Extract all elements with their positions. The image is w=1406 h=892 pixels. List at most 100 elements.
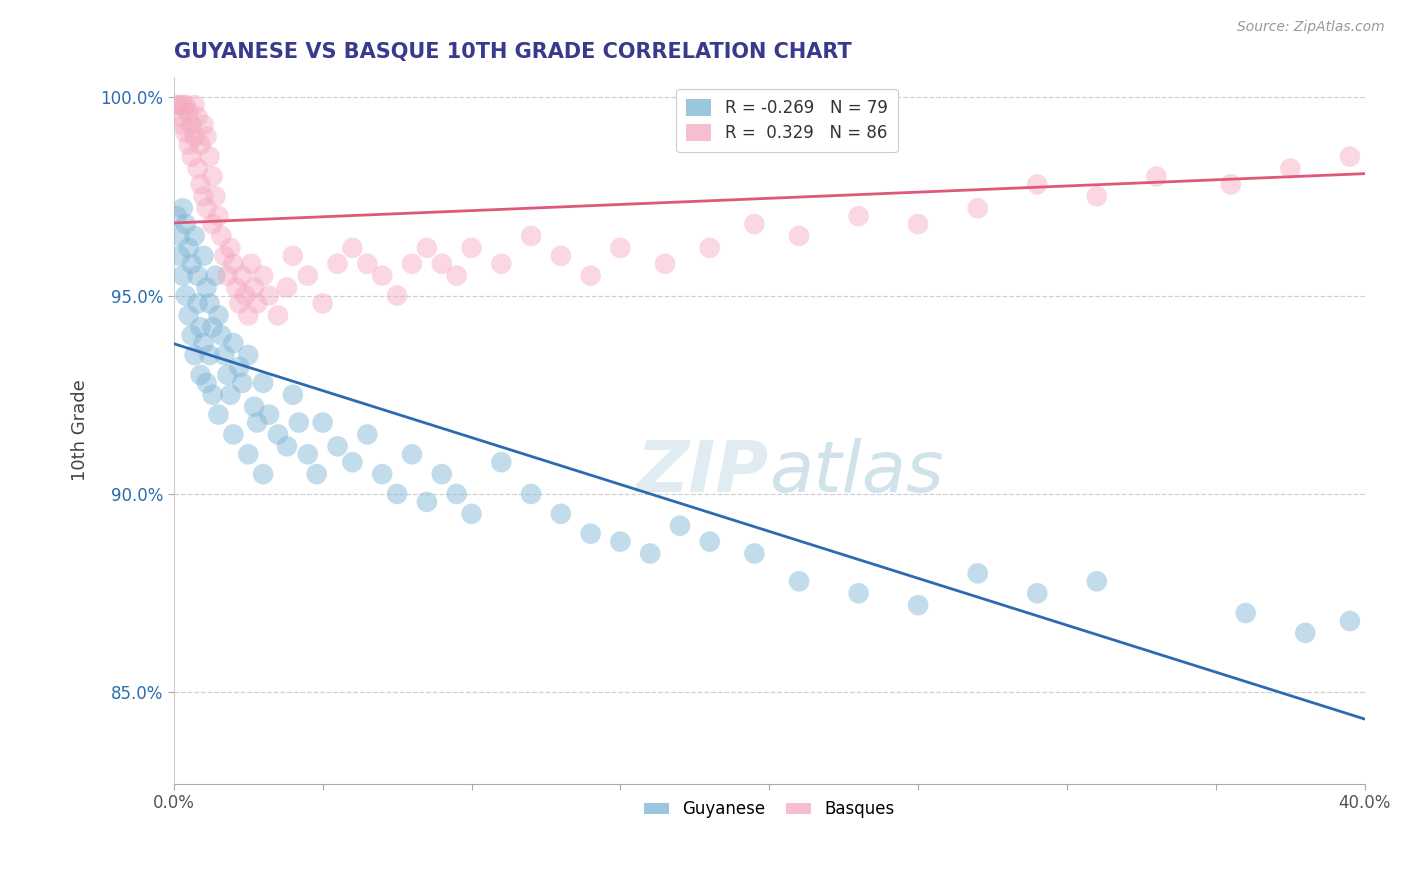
Point xyxy=(183,98,205,112)
Point xyxy=(371,268,394,283)
Point xyxy=(187,268,209,283)
Point xyxy=(699,534,721,549)
Point xyxy=(744,547,766,561)
Text: ZIP: ZIP xyxy=(637,438,769,508)
Point xyxy=(217,368,239,382)
Point xyxy=(1085,189,1108,203)
Point xyxy=(966,201,988,215)
Point xyxy=(311,296,333,310)
Point xyxy=(276,280,298,294)
Point xyxy=(201,320,224,334)
Point xyxy=(187,161,209,176)
Point xyxy=(1339,614,1361,628)
Point xyxy=(907,217,929,231)
Point xyxy=(257,408,280,422)
Point xyxy=(356,257,378,271)
Point xyxy=(288,416,311,430)
Point xyxy=(201,217,224,231)
Point xyxy=(243,280,266,294)
Point xyxy=(207,209,229,223)
Point xyxy=(172,118,194,132)
Point xyxy=(430,257,453,271)
Point xyxy=(209,328,232,343)
Point xyxy=(1294,626,1316,640)
Point xyxy=(195,376,218,390)
Point xyxy=(550,249,572,263)
Point xyxy=(252,376,274,390)
Point xyxy=(198,296,221,310)
Point xyxy=(326,439,349,453)
Point xyxy=(297,268,319,283)
Point xyxy=(609,534,631,549)
Point xyxy=(385,487,408,501)
Point xyxy=(177,309,200,323)
Point xyxy=(174,126,197,140)
Point xyxy=(201,388,224,402)
Point xyxy=(174,98,197,112)
Point xyxy=(240,257,263,271)
Point xyxy=(699,241,721,255)
Point xyxy=(311,416,333,430)
Point xyxy=(198,150,221,164)
Y-axis label: 10th Grade: 10th Grade xyxy=(72,380,89,482)
Point xyxy=(609,241,631,255)
Point xyxy=(238,348,260,362)
Point xyxy=(385,288,408,302)
Point xyxy=(654,257,676,271)
Point xyxy=(169,98,191,112)
Point xyxy=(550,507,572,521)
Point xyxy=(187,296,209,310)
Point xyxy=(219,388,242,402)
Point xyxy=(177,137,200,152)
Point xyxy=(193,189,215,203)
Point xyxy=(180,328,202,343)
Point xyxy=(430,467,453,482)
Point xyxy=(204,268,226,283)
Point xyxy=(243,400,266,414)
Point xyxy=(276,439,298,453)
Point xyxy=(1279,161,1302,176)
Point xyxy=(180,257,202,271)
Point xyxy=(787,574,810,589)
Text: atlas: atlas xyxy=(769,438,943,508)
Point xyxy=(1026,586,1049,600)
Point xyxy=(1219,178,1241,192)
Point xyxy=(356,427,378,442)
Point xyxy=(281,249,304,263)
Point xyxy=(190,320,212,334)
Point xyxy=(342,455,364,469)
Point xyxy=(195,129,218,144)
Point xyxy=(246,296,269,310)
Text: GUYANESE VS BASQUE 10TH GRADE CORRELATION CHART: GUYANESE VS BASQUE 10TH GRADE CORRELATIO… xyxy=(174,42,852,62)
Point xyxy=(233,288,256,302)
Point xyxy=(579,268,602,283)
Point xyxy=(174,288,197,302)
Point xyxy=(446,487,468,501)
Point xyxy=(172,268,194,283)
Point xyxy=(183,229,205,244)
Point xyxy=(520,229,543,244)
Legend: Guyanese, Basques: Guyanese, Basques xyxy=(637,794,901,825)
Point xyxy=(174,217,197,231)
Point xyxy=(267,427,290,442)
Point xyxy=(744,217,766,231)
Point xyxy=(252,467,274,482)
Point xyxy=(1085,574,1108,589)
Point xyxy=(193,336,215,351)
Point xyxy=(1339,150,1361,164)
Point xyxy=(190,178,212,192)
Point xyxy=(169,229,191,244)
Point xyxy=(416,241,439,255)
Point xyxy=(966,566,988,581)
Point xyxy=(401,257,423,271)
Point xyxy=(281,388,304,402)
Point xyxy=(225,280,247,294)
Point xyxy=(222,257,245,271)
Point xyxy=(214,249,236,263)
Point xyxy=(207,408,229,422)
Point xyxy=(907,598,929,612)
Point xyxy=(195,201,218,215)
Point xyxy=(1398,137,1406,152)
Point xyxy=(297,447,319,461)
Point xyxy=(180,150,202,164)
